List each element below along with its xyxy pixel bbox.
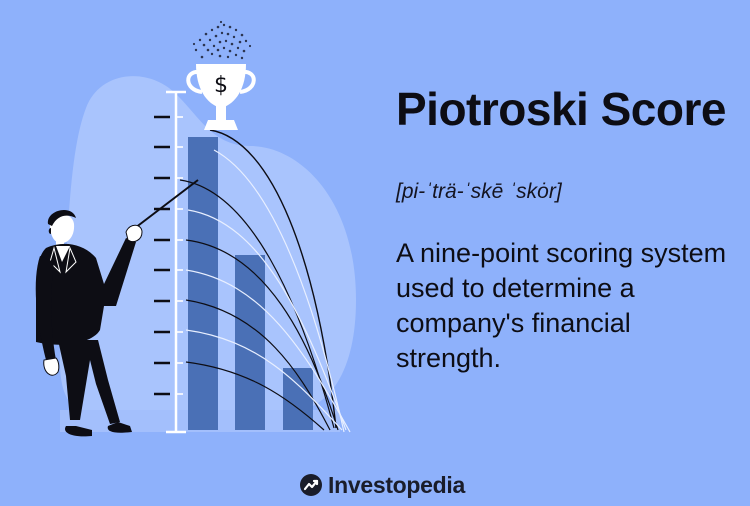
bar-3 xyxy=(283,368,313,430)
businessman-figure xyxy=(35,210,143,437)
ruler-major-ticks xyxy=(154,115,170,396)
pointer-stick xyxy=(134,179,199,229)
head xyxy=(50,214,75,244)
dollar-sign-icon: $ xyxy=(214,73,228,98)
left-arm xyxy=(35,256,56,360)
trophy-cup xyxy=(196,64,246,108)
lapel-right xyxy=(65,246,77,274)
trophy-stem xyxy=(216,106,226,120)
definition-text: A nine-point scoring system used to dete… xyxy=(396,238,727,373)
shoe-left xyxy=(65,426,92,437)
ear xyxy=(48,228,51,234)
hair xyxy=(47,210,76,226)
page-title: Piotroski Score xyxy=(396,83,726,135)
bar-chart xyxy=(188,137,313,430)
shirt-collar xyxy=(56,246,70,262)
confetti-burst xyxy=(192,20,252,60)
brand-logo: Investopedia xyxy=(300,470,465,500)
descending-curves xyxy=(179,129,351,433)
ruler-scale xyxy=(166,90,186,434)
trousers xyxy=(58,340,120,424)
piotroski-illustration: $ xyxy=(35,20,357,437)
lapel-left xyxy=(49,246,61,274)
investopedia-logo-icon xyxy=(300,474,322,496)
left-hand xyxy=(43,357,60,376)
bar-1 xyxy=(188,137,218,430)
suit-jacket xyxy=(36,238,136,345)
right-hand xyxy=(125,224,143,243)
bar-2 xyxy=(235,255,265,430)
trophy-base xyxy=(204,120,238,130)
shoe-right xyxy=(107,422,132,433)
brand-name: Investopedia xyxy=(328,471,465,498)
pronunciation: [pi-ˈträ-ˈskē ˈskȯr] xyxy=(396,180,562,203)
trophy-icon: $ xyxy=(186,20,256,130)
